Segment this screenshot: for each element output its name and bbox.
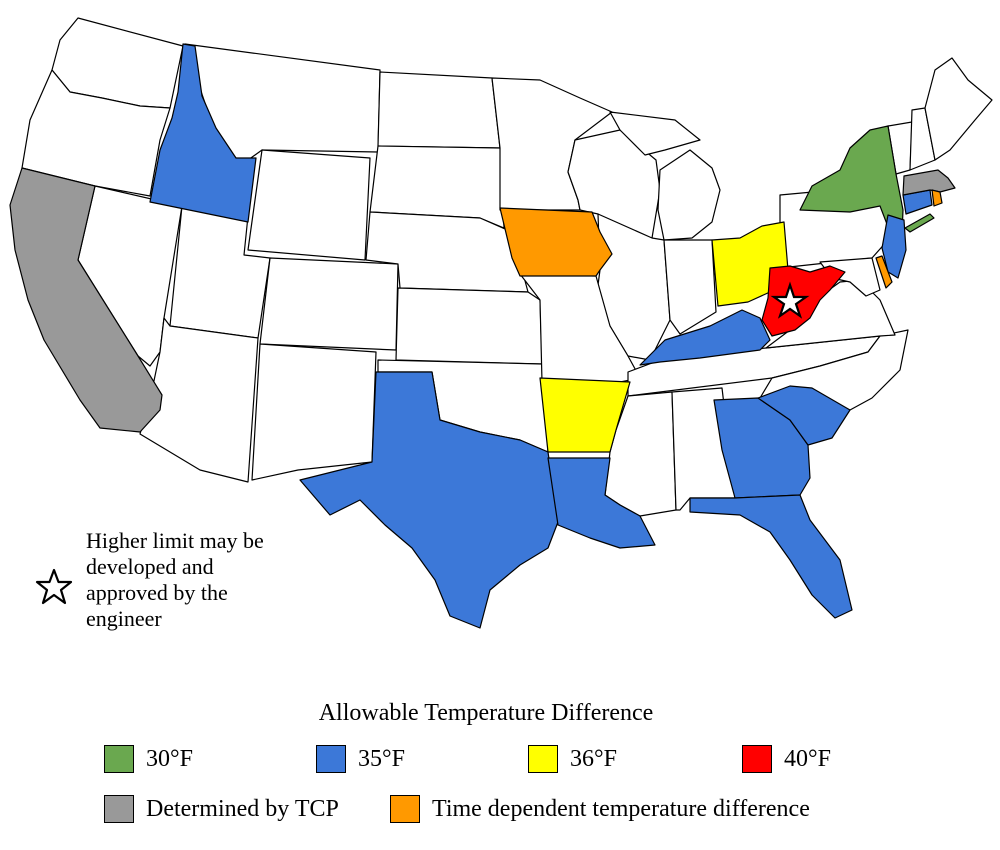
state-north-dakota <box>377 71 501 149</box>
state-arkansas <box>539 377 631 453</box>
state-delaware <box>875 255 893 289</box>
legend-item-tcp: Determined by TCP <box>104 795 339 823</box>
legend-label: 40°F <box>784 745 831 772</box>
legend-title: Allowable Temperature Difference <box>318 700 654 726</box>
state-texas <box>299 371 559 629</box>
state-louisiana <box>547 457 656 549</box>
state-oregon <box>21 69 171 197</box>
state-maine <box>924 57 993 161</box>
state-new-york <box>799 125 904 236</box>
uncolored-states <box>21 17 993 517</box>
legend-label: 35°F <box>358 745 405 772</box>
legend-item-time-dependent: Time dependent temperature difference <box>390 795 810 823</box>
legend-item-40f: 40°F <box>742 745 831 773</box>
state-arizona <box>139 317 259 483</box>
state-michigan <box>609 111 721 241</box>
legend-swatch <box>390 795 420 823</box>
legend-swatch <box>528 745 558 773</box>
state-california <box>9 167 163 433</box>
legend-label: 30°F <box>146 745 193 772</box>
legend-swatch <box>742 745 772 773</box>
state-florida <box>689 494 853 619</box>
us-states-map <box>9 17 993 629</box>
state-west-virginia <box>761 265 846 337</box>
legend-swatch <box>104 795 134 823</box>
state-wyoming <box>247 149 371 261</box>
state-iowa <box>499 207 613 277</box>
star-icon <box>35 568 73 605</box>
legend-swatch <box>316 745 346 773</box>
engineer-note: Higher limit may be developed and approv… <box>86 528 264 631</box>
legend-label: Time dependent temperature difference <box>432 795 810 822</box>
legend-swatch <box>104 745 134 773</box>
legend-label: 36°F <box>570 745 617 772</box>
state-rhode-island <box>931 189 943 207</box>
state-long-island <box>904 213 935 233</box>
state-new-jersey <box>881 214 907 279</box>
legend-item-30f: 30°F <box>104 745 193 773</box>
legend-item-35f: 35°F <box>316 745 405 773</box>
legend-item-36f: 36°F <box>528 745 617 773</box>
state-kansas <box>395 287 543 365</box>
state-idaho <box>149 43 257 223</box>
legend-label: Determined by TCP <box>146 795 339 822</box>
state-kentucky <box>639 309 771 366</box>
state-new-mexico <box>251 343 377 481</box>
state-massachusetts <box>902 169 956 196</box>
star-icon <box>770 281 810 319</box>
state-indiana <box>663 239 717 335</box>
state-south-carolina <box>757 385 851 446</box>
state-colorado <box>259 257 399 351</box>
